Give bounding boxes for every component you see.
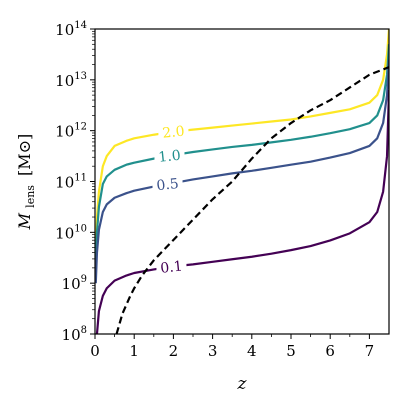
y-tick-label: 1014 — [55, 20, 87, 39]
y-tick-label: 1011 — [55, 173, 87, 192]
x-tick-label: 2 — [169, 342, 179, 360]
x-tick-label: 4 — [247, 342, 257, 360]
curve-label-0-1: 0.1 — [160, 259, 184, 277]
curve-label-2-0: 2.0 — [162, 124, 186, 142]
curve-label-background — [156, 257, 187, 275]
x-tick-label: 7 — [365, 342, 375, 360]
x-tick-label: 6 — [325, 342, 335, 360]
x-tick-label: 3 — [208, 342, 218, 360]
series-line-0-1 — [95, 89, 389, 334]
series-line-1-0 — [95, 44, 389, 268]
x-tick-label: 5 — [286, 342, 296, 360]
y-tick-label: 1010 — [55, 223, 87, 242]
x-axis-ticks: 0 1 2 3 4 5 6 7 — [90, 334, 374, 360]
curve-label-layer: 2.0 1.0 0.5 0.1 — [152, 122, 189, 277]
y-axis-ticks: 108 109 1010 1011 1012 1013 1014 — [55, 20, 95, 344]
axes-frame — [94, 28, 390, 335]
y-axis-label-main: M — [15, 212, 34, 230]
x-tick-label: 1 — [129, 342, 139, 360]
curve-label-background — [154, 146, 185, 164]
x-axis-label: z — [237, 374, 248, 394]
y-axis-label-unit: [M⊙] — [15, 134, 34, 176]
series-line-2-0 — [95, 29, 389, 253]
curve-label-0-5: 0.5 — [156, 176, 180, 194]
series-line-0-5 — [95, 59, 389, 284]
series-line-dashed — [115, 66, 389, 334]
series-layer — [95, 29, 389, 334]
curve-label-1-0: 1.0 — [158, 148, 182, 166]
y-axis-label-sub: lens — [24, 185, 37, 208]
x-tick-label: 0 — [90, 342, 100, 360]
y-tick-label: 1013 — [55, 71, 87, 90]
y-tick-label: 109 — [62, 274, 87, 293]
curve-label-background — [152, 175, 183, 193]
y-axis-label: M lens [M⊙] — [15, 134, 38, 231]
curve-label-background — [158, 122, 189, 140]
y-tick-label: 1012 — [55, 122, 87, 141]
y-tick-label: 108 — [62, 325, 87, 344]
